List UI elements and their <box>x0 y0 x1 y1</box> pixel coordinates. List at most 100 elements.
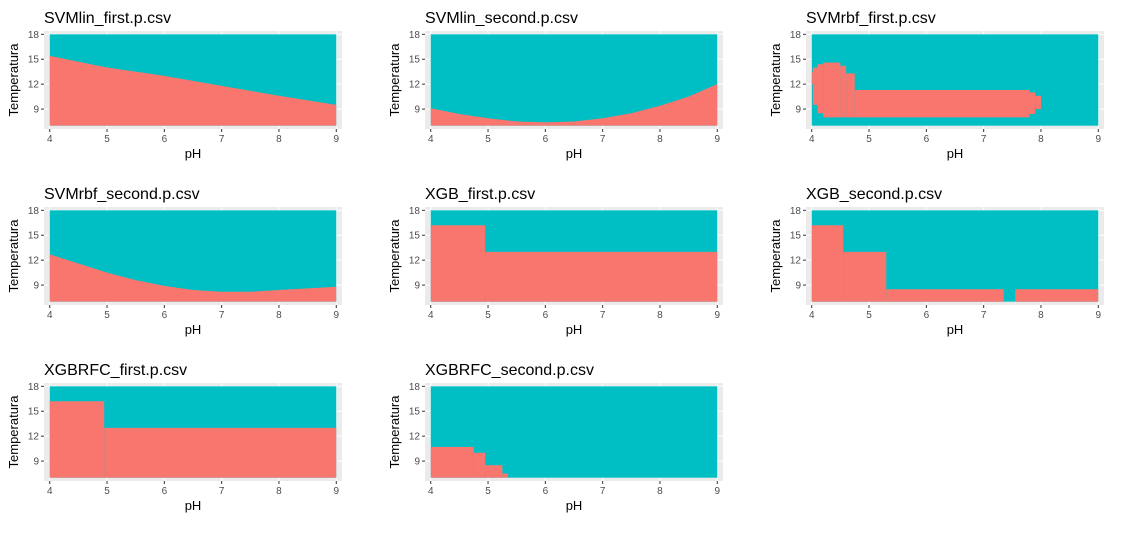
x-tick-label: 9 <box>333 310 339 321</box>
class-region-low <box>886 289 1004 302</box>
x-tick-label: 9 <box>1095 134 1101 145</box>
x-tick-label: 7 <box>219 310 225 321</box>
y-axis-label: Temperatura <box>6 43 21 117</box>
class-region-low <box>473 452 486 478</box>
y-tick-label: 12 <box>790 256 802 267</box>
y-tick-label: 18 <box>28 30 40 41</box>
x-tick-label: 5 <box>485 310 491 321</box>
x-tick-label: 6 <box>924 134 930 145</box>
class-region-low <box>812 67 818 105</box>
x-tick-label: 6 <box>543 134 549 145</box>
x-axis-label: pH <box>566 322 583 337</box>
class-region-low <box>1029 92 1036 115</box>
panel-title: SVMlin_first.p.csv <box>44 10 171 27</box>
x-tick-label: 5 <box>485 134 491 145</box>
panel-title: SVMlin_second.p.csv <box>425 10 578 27</box>
y-axis-label: Temperatura <box>387 395 402 469</box>
x-axis-label: pH <box>566 146 583 161</box>
x-tick-label: 6 <box>924 310 930 321</box>
y-tick-label: 12 <box>28 432 40 443</box>
y-tick-label: 18 <box>409 30 421 41</box>
panel-title: SVMrbf_second.p.csv <box>44 186 200 203</box>
y-tick-label: 12 <box>790 80 802 91</box>
x-axis-label: pH <box>947 322 964 337</box>
y-axis-label: Temperatura <box>768 43 783 117</box>
x-tick-label: 4 <box>809 310 815 321</box>
x-tick-label: 5 <box>104 134 110 145</box>
x-axis-label: pH <box>566 498 583 513</box>
panel-4: 4 5 6 7 8 9 9 12 15 18 SVMrbf_second.p.csv pH Temper… <box>6 186 342 337</box>
x-tick-label: 6 <box>162 134 168 145</box>
x-axis-label: pH <box>185 146 202 161</box>
y-tick-label: 12 <box>409 432 421 443</box>
x-tick-label: 8 <box>276 310 282 321</box>
x-tick-label: 7 <box>219 486 225 497</box>
class-region-low <box>49 401 105 478</box>
panel-7: 4 5 6 7 8 9 9 12 15 18 XGBRFC_first.p.csv pH Tempera… <box>6 362 342 513</box>
y-axis-label: Temperatura <box>6 395 21 469</box>
y-tick-label: 18 <box>790 206 802 217</box>
y-axis-label: Temperatura <box>387 219 402 293</box>
x-axis-label: pH <box>185 322 202 337</box>
x-tick-label: 4 <box>428 486 434 497</box>
x-tick-label: 6 <box>162 310 168 321</box>
class-region-low <box>854 89 1030 118</box>
x-tick-label: 8 <box>657 310 663 321</box>
x-tick-label: 9 <box>714 486 720 497</box>
y-tick-label: 15 <box>28 231 40 242</box>
x-tick-label: 5 <box>104 310 110 321</box>
y-tick-label: 9 <box>414 281 420 292</box>
class-region-low <box>843 251 887 302</box>
x-axis-label: pH <box>185 498 202 513</box>
panel-title: XGB_second.p.csv <box>806 186 942 203</box>
y-tick-label: 9 <box>795 105 801 116</box>
class-region-low <box>846 73 855 118</box>
x-tick-label: 9 <box>1095 310 1101 321</box>
y-tick-label: 12 <box>28 256 40 267</box>
x-tick-label: 9 <box>714 134 720 145</box>
x-tick-label: 5 <box>104 486 110 497</box>
y-tick-label: 9 <box>33 281 39 292</box>
x-tick-label: 7 <box>600 134 606 145</box>
class-region-low <box>1035 95 1041 110</box>
x-tick-label: 6 <box>543 310 549 321</box>
x-tick-label: 8 <box>657 134 663 145</box>
x-tick-label: 7 <box>600 310 606 321</box>
y-tick-label: 15 <box>28 407 40 418</box>
y-tick-label: 15 <box>790 55 802 66</box>
x-tick-label: 6 <box>543 486 549 497</box>
class-region-low <box>485 251 718 302</box>
y-tick-label: 15 <box>790 231 802 242</box>
panel-title: XGBRFC_second.p.csv <box>425 362 594 379</box>
class-region-low <box>49 254 337 302</box>
y-axis-label: Temperatura <box>768 219 783 293</box>
x-tick-label: 8 <box>1038 134 1044 145</box>
x-tick-label: 6 <box>162 486 168 497</box>
y-axis-label: Temperatura <box>387 43 402 117</box>
x-tick-label: 5 <box>485 486 491 497</box>
y-tick-label: 9 <box>414 105 420 116</box>
panel-2: 4 5 6 7 8 9 9 12 15 18 SVMlin_second.p.csv pH Temper… <box>387 10 723 161</box>
y-tick-label: 15 <box>409 55 421 66</box>
class-region-low <box>811 225 844 302</box>
panel-1: 4 5 6 7 8 9 9 12 15 18 SVMlin_first.p.csv pH Tempera… <box>6 10 342 161</box>
y-tick-label: 18 <box>409 206 421 217</box>
panel-8: 4 5 6 7 8 9 9 12 15 18 XGBRFC_second.p.csv pH Temper… <box>387 362 723 513</box>
x-tick-label: 4 <box>47 486 53 497</box>
y-tick-label: 18 <box>790 30 802 41</box>
x-axis-label: pH <box>947 146 964 161</box>
y-tick-label: 18 <box>409 382 421 393</box>
x-tick-label: 8 <box>276 134 282 145</box>
y-tick-label: 12 <box>409 256 421 267</box>
panel-title: XGB_first.p.csv <box>425 186 535 203</box>
class-region-low <box>502 473 509 478</box>
x-tick-label: 7 <box>981 134 987 145</box>
class-region-low <box>430 446 474 478</box>
x-tick-label: 4 <box>47 134 53 145</box>
panel-6: 4 5 6 7 8 9 9 12 15 18 XGB_second.p.csv pH Temperatu… <box>768 186 1104 337</box>
x-tick-label: 4 <box>47 310 53 321</box>
y-tick-label: 9 <box>33 105 39 116</box>
x-tick-label: 8 <box>276 486 282 497</box>
panel-title: SVMrbf_first.p.csv <box>806 10 936 27</box>
